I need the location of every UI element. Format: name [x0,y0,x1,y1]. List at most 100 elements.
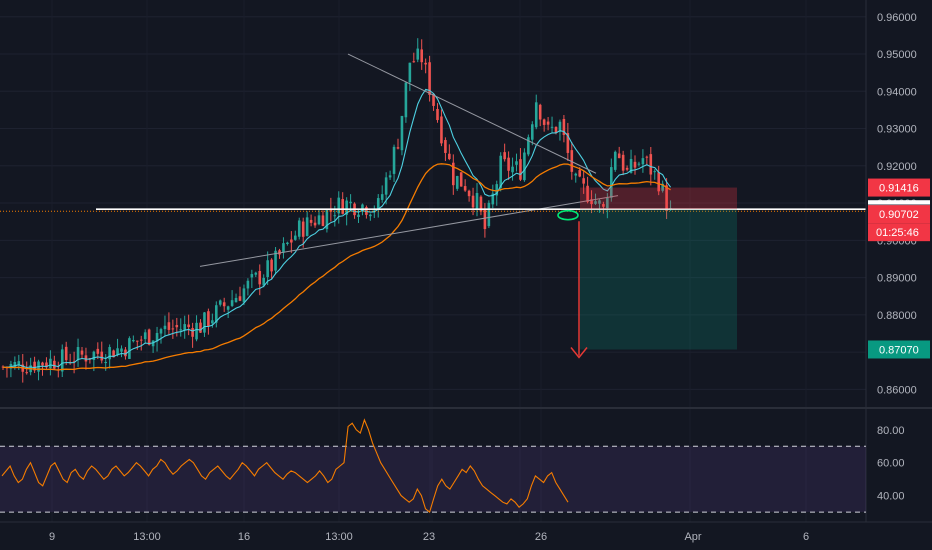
candle-body [613,151,617,170]
candle-body [436,108,439,121]
candle-body [519,159,522,180]
candle-body [104,361,107,364]
candle-body [586,185,589,202]
candle-body [64,346,68,361]
candle-body [72,361,76,363]
time-tick-label: 26 [535,531,547,543]
candle-body [195,322,198,340]
candle-body [645,156,649,158]
badge-text: 0.90702 [879,209,919,221]
candle-body [132,340,135,342]
price-tick-label: 0.88000 [877,310,917,322]
candle-body [266,260,269,278]
candle-body [400,115,404,151]
candle-body [100,351,104,361]
candle-body [163,325,167,330]
candle-body [286,242,289,245]
candle-body [124,349,127,357]
candle-body [45,362,48,368]
candle-body [254,272,258,275]
candle-body [282,243,285,253]
candle-body [542,119,546,125]
candle-body [301,221,305,237]
candle-body [538,104,542,120]
candle-body [175,325,179,328]
candle-body [546,121,550,125]
candle-body [574,173,578,176]
time-tick-label: 23 [423,531,435,543]
candle-body [594,201,597,204]
badge-background [868,178,930,197]
candle-body [207,311,210,327]
candle-body [629,158,633,173]
price-badge: 0.91416 [868,178,930,197]
upper-trendline [347,53,597,174]
candle-body [376,198,380,210]
candle-body [499,155,502,188]
candle-body [183,324,186,331]
slow-moving-average-line [2,163,671,371]
candle-body [590,199,593,205]
candle-body [416,48,420,60]
candle-body [116,348,119,355]
candle-body [325,209,329,230]
candle-body [349,201,352,204]
candle-body [25,372,28,374]
candle-body [657,172,660,192]
candle-body [380,194,384,200]
oscillator-tick-label: 40.00 [877,491,905,503]
candle-body [404,82,408,118]
candle-body [305,217,309,236]
candle-body [503,152,506,160]
candle-body [570,150,574,172]
candle-body [313,222,317,226]
candle-body [361,204,364,212]
candle-body [467,190,471,197]
lower-trendline [199,195,619,267]
candle-body [384,177,388,195]
candle-body [329,208,333,212]
candle-body [558,121,562,132]
stop-zone [580,187,737,210]
candle-body [388,175,392,178]
candle-body [448,153,451,160]
candle-body [278,250,281,255]
candle-body [566,133,570,153]
candle-body [412,61,416,63]
price-badge: 0.87070 [868,340,930,359]
candle-body [258,271,262,285]
target-zone [580,209,737,350]
candle-body [602,204,605,207]
price-grid [0,16,866,390]
time-tick-label: 13:00 [325,531,353,543]
candle-body [211,320,214,324]
candle-body [649,154,653,175]
candle-body [637,163,641,165]
candle-body [665,185,668,212]
price-tick-label: 0.95000 [877,49,917,61]
candle-body [479,196,483,212]
candle-body [428,62,431,95]
candle-body [218,300,222,305]
time-tick-label: Apr [684,531,701,543]
price-tick-label: 0.89000 [877,273,917,285]
candle-body [463,186,467,191]
candle-body [333,215,337,217]
candle-body [515,161,518,165]
candle-body [274,250,277,271]
candle-body [534,102,538,128]
time-tick-label: 6 [803,531,809,543]
candle-body [159,329,163,334]
candle-body [171,328,175,330]
candle-body [337,197,341,214]
candle-body [143,332,147,340]
candle-body [53,360,56,369]
oscillator-line [1,418,569,514]
candle-body [617,153,621,159]
candle-body [475,193,479,209]
price-tick-label: 0.94000 [877,86,917,98]
price-tick-label: 0.96000 [877,12,917,24]
candle-body [471,195,475,208]
candle-body [625,167,629,170]
